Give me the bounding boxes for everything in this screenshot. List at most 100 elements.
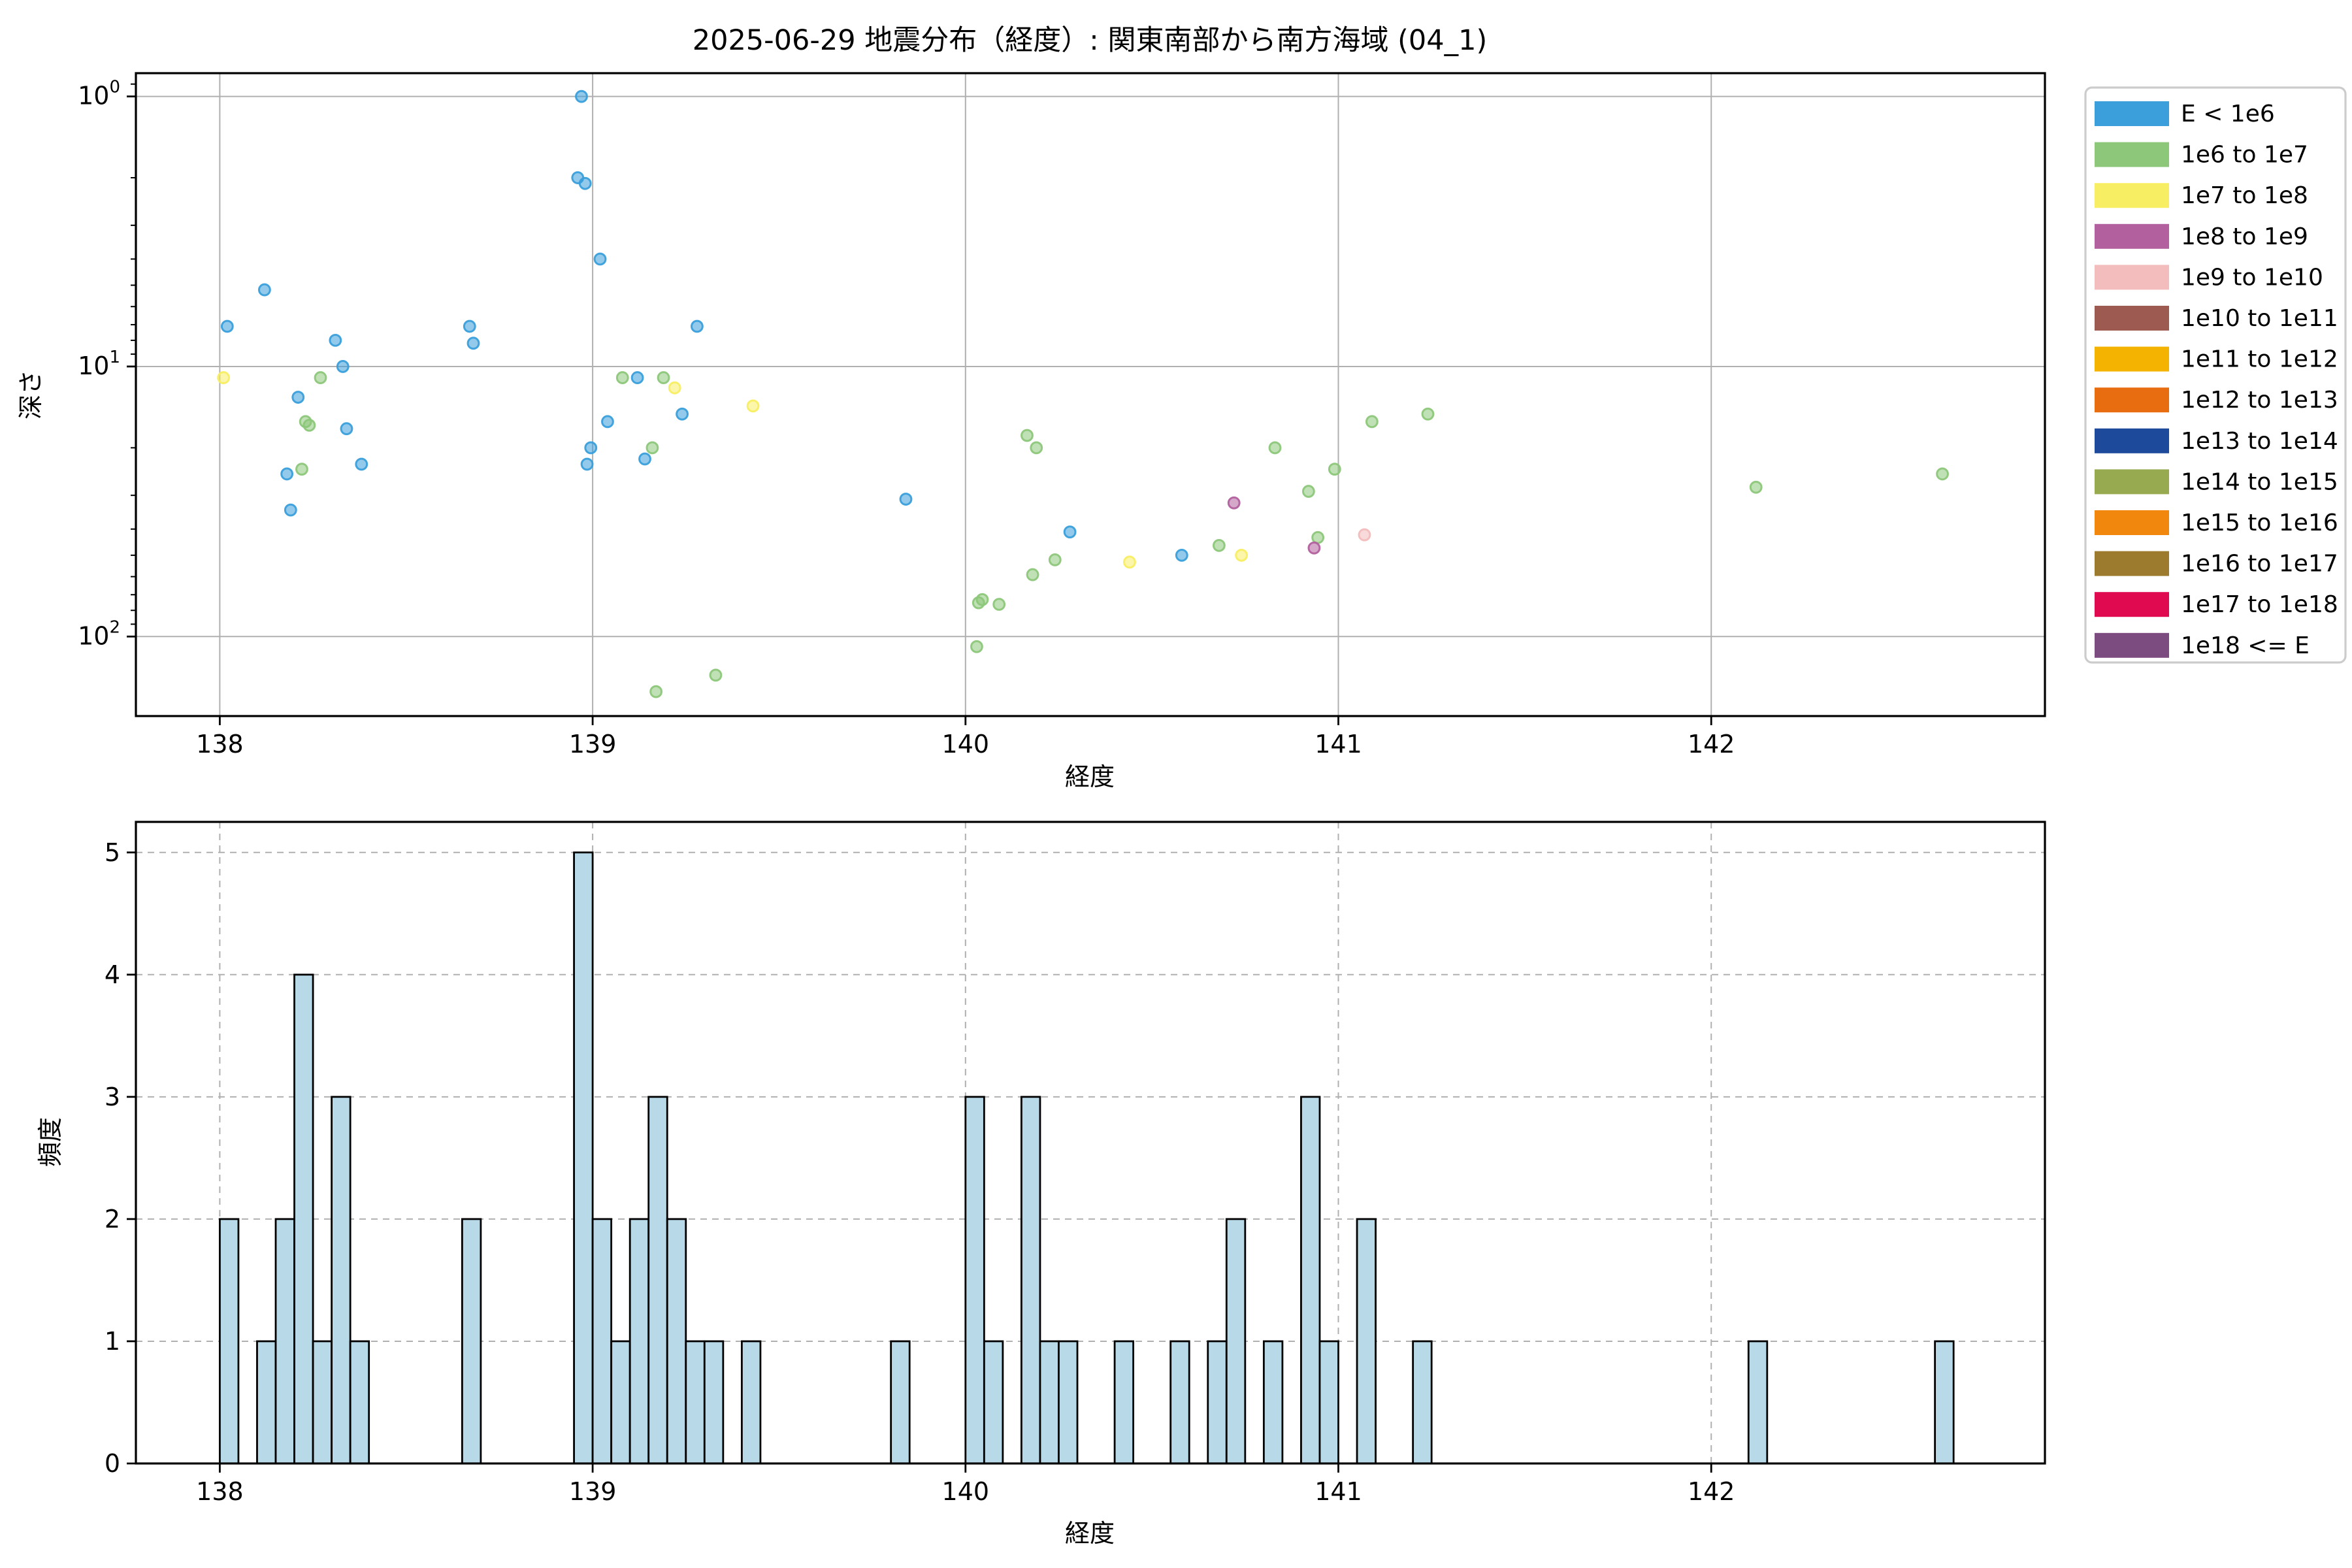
scatter-point — [1936, 467, 1949, 481]
y-tick-label: 100 — [78, 78, 120, 110]
scatter-point — [593, 252, 607, 266]
legend-label: 1e16 to 1e17 — [2181, 551, 2338, 578]
legend-swatch — [2095, 551, 2169, 576]
histogram-bar — [1262, 1340, 1284, 1465]
x-tick-label: 140 — [942, 1477, 990, 1506]
legend-label: 1e11 to 1e12 — [2181, 346, 2338, 373]
y-tick-label: 102 — [78, 617, 120, 650]
legend-row: 1e17 to 1e18 — [2095, 591, 2338, 618]
scatter-point — [291, 391, 305, 404]
scatter-point — [645, 441, 659, 455]
legend-swatch — [2095, 387, 2169, 413]
histogram-bar — [1058, 1340, 1079, 1465]
scatter-point — [668, 381, 681, 395]
scatter-point — [1123, 555, 1136, 569]
scatter-point — [657, 371, 670, 384]
scatter-point — [1301, 485, 1315, 498]
scatter-point — [575, 90, 588, 103]
legend-row: 1e11 to 1e12 — [2095, 346, 2338, 373]
scatter-point — [466, 336, 480, 350]
legend-row: 1e16 to 1e17 — [2095, 551, 2338, 578]
histogram-bar — [349, 1340, 370, 1465]
histogram-bar — [629, 1218, 650, 1465]
scatter-point — [601, 415, 614, 429]
histogram-bar — [312, 1340, 333, 1465]
x-tick-label: 140 — [942, 730, 990, 759]
legend-label: 1e15 to 1e16 — [2181, 510, 2338, 536]
histogram-bar — [1412, 1340, 1433, 1465]
legend-row: 1e14 to 1e15 — [2095, 468, 2338, 495]
y-tick-label: 1 — [105, 1327, 120, 1356]
scatter-axes: 138 139 140 141 142 100 101 102 2025-06-29 地震分布… — [16, 24, 2046, 791]
y-tick-label: 2 — [105, 1205, 120, 1233]
legend-swatch — [2095, 510, 2169, 535]
scatter-point — [584, 441, 598, 455]
legend-row: 1e8 to 1e9 — [2095, 223, 2308, 250]
scatter-point — [329, 333, 342, 347]
y-tick-label: 5 — [105, 838, 120, 867]
histogram-bar — [219, 1218, 240, 1465]
legend-swatch — [2095, 346, 2169, 372]
legend-label: 1e13 to 1e14 — [2181, 428, 2338, 455]
scatter-point — [676, 407, 689, 421]
legend-label: 1e17 to 1e18 — [2181, 591, 2338, 618]
legend-row: 1e9 to 1e10 — [2095, 264, 2323, 291]
histogram-bar — [1225, 1218, 1247, 1465]
legend-label: E < 1e6 — [2181, 101, 2275, 127]
scatter-point — [630, 371, 644, 384]
scatter-point — [746, 399, 760, 413]
legend-row: 1e18 <= E — [2095, 632, 2310, 659]
scatter-point — [463, 319, 476, 333]
scatter-point — [970, 640, 983, 653]
legend-row: 1e15 to 1e16 — [2095, 510, 2338, 536]
histogram-bar — [703, 1340, 725, 1465]
histogram-bar — [274, 1218, 295, 1465]
legend-row: 1e7 to 1e8 — [2095, 182, 2308, 209]
main-title: 2025-06-29 地震分布（経度）: 関東南部から南方海域 (04_1) — [693, 24, 1488, 57]
histogram-bar — [573, 851, 594, 1465]
scatter-grid — [136, 73, 2045, 716]
legend-swatch — [2095, 632, 2169, 658]
scatter-point — [217, 371, 231, 384]
histogram-bar — [1318, 1340, 1339, 1465]
scatter-point — [340, 422, 353, 436]
scatter-point — [355, 457, 368, 471]
y-tick-label: 0 — [105, 1449, 120, 1478]
histogram-bar — [964, 1096, 985, 1465]
legend-label: 1e7 to 1e8 — [2181, 182, 2308, 209]
histogram-bar — [610, 1340, 631, 1465]
histogram-bar — [1169, 1340, 1190, 1465]
scatter-point — [1268, 441, 1282, 455]
scatter-point — [284, 503, 297, 517]
x-tick-label: 138 — [196, 1477, 244, 1506]
x-tick-label: 139 — [569, 1477, 617, 1506]
scatter-point — [1026, 568, 1039, 581]
legend-row: E < 1e6 — [2095, 101, 2275, 127]
scatter-point — [1307, 541, 1321, 555]
histogram-plot-frame — [135, 821, 2046, 1465]
histogram-bar — [685, 1340, 706, 1465]
scatter-plot-frame — [135, 72, 2046, 717]
scatter-yaxis-label: 深さ — [16, 370, 45, 419]
scatter-point — [1328, 463, 1341, 476]
x-tick-label: 141 — [1315, 1477, 1362, 1506]
scatter-point — [1227, 496, 1241, 510]
legend-swatch — [2095, 142, 2169, 167]
histogram-bar — [1356, 1218, 1377, 1465]
histogram-bar — [331, 1096, 351, 1465]
histogram-bars — [219, 851, 1955, 1465]
histogram-bar — [983, 1340, 1004, 1465]
histogram-bar — [890, 1340, 911, 1465]
x-tick-label: 141 — [1315, 730, 1362, 759]
scatter-point — [336, 360, 350, 373]
histogram-bar — [1207, 1340, 1228, 1465]
scatter-point — [1311, 531, 1325, 544]
legend-label: 1e8 to 1e9 — [2181, 223, 2308, 250]
histogram-bar — [461, 1218, 482, 1465]
scatter-point — [649, 685, 663, 698]
histogram-ticks: 138 139 140 141 142 0 1 2 3 4 5 — [105, 838, 1735, 1506]
scatter-xaxis-label: 経度 — [1065, 762, 1115, 791]
scatter-point — [580, 457, 594, 471]
x-tick-label: 138 — [196, 730, 244, 759]
